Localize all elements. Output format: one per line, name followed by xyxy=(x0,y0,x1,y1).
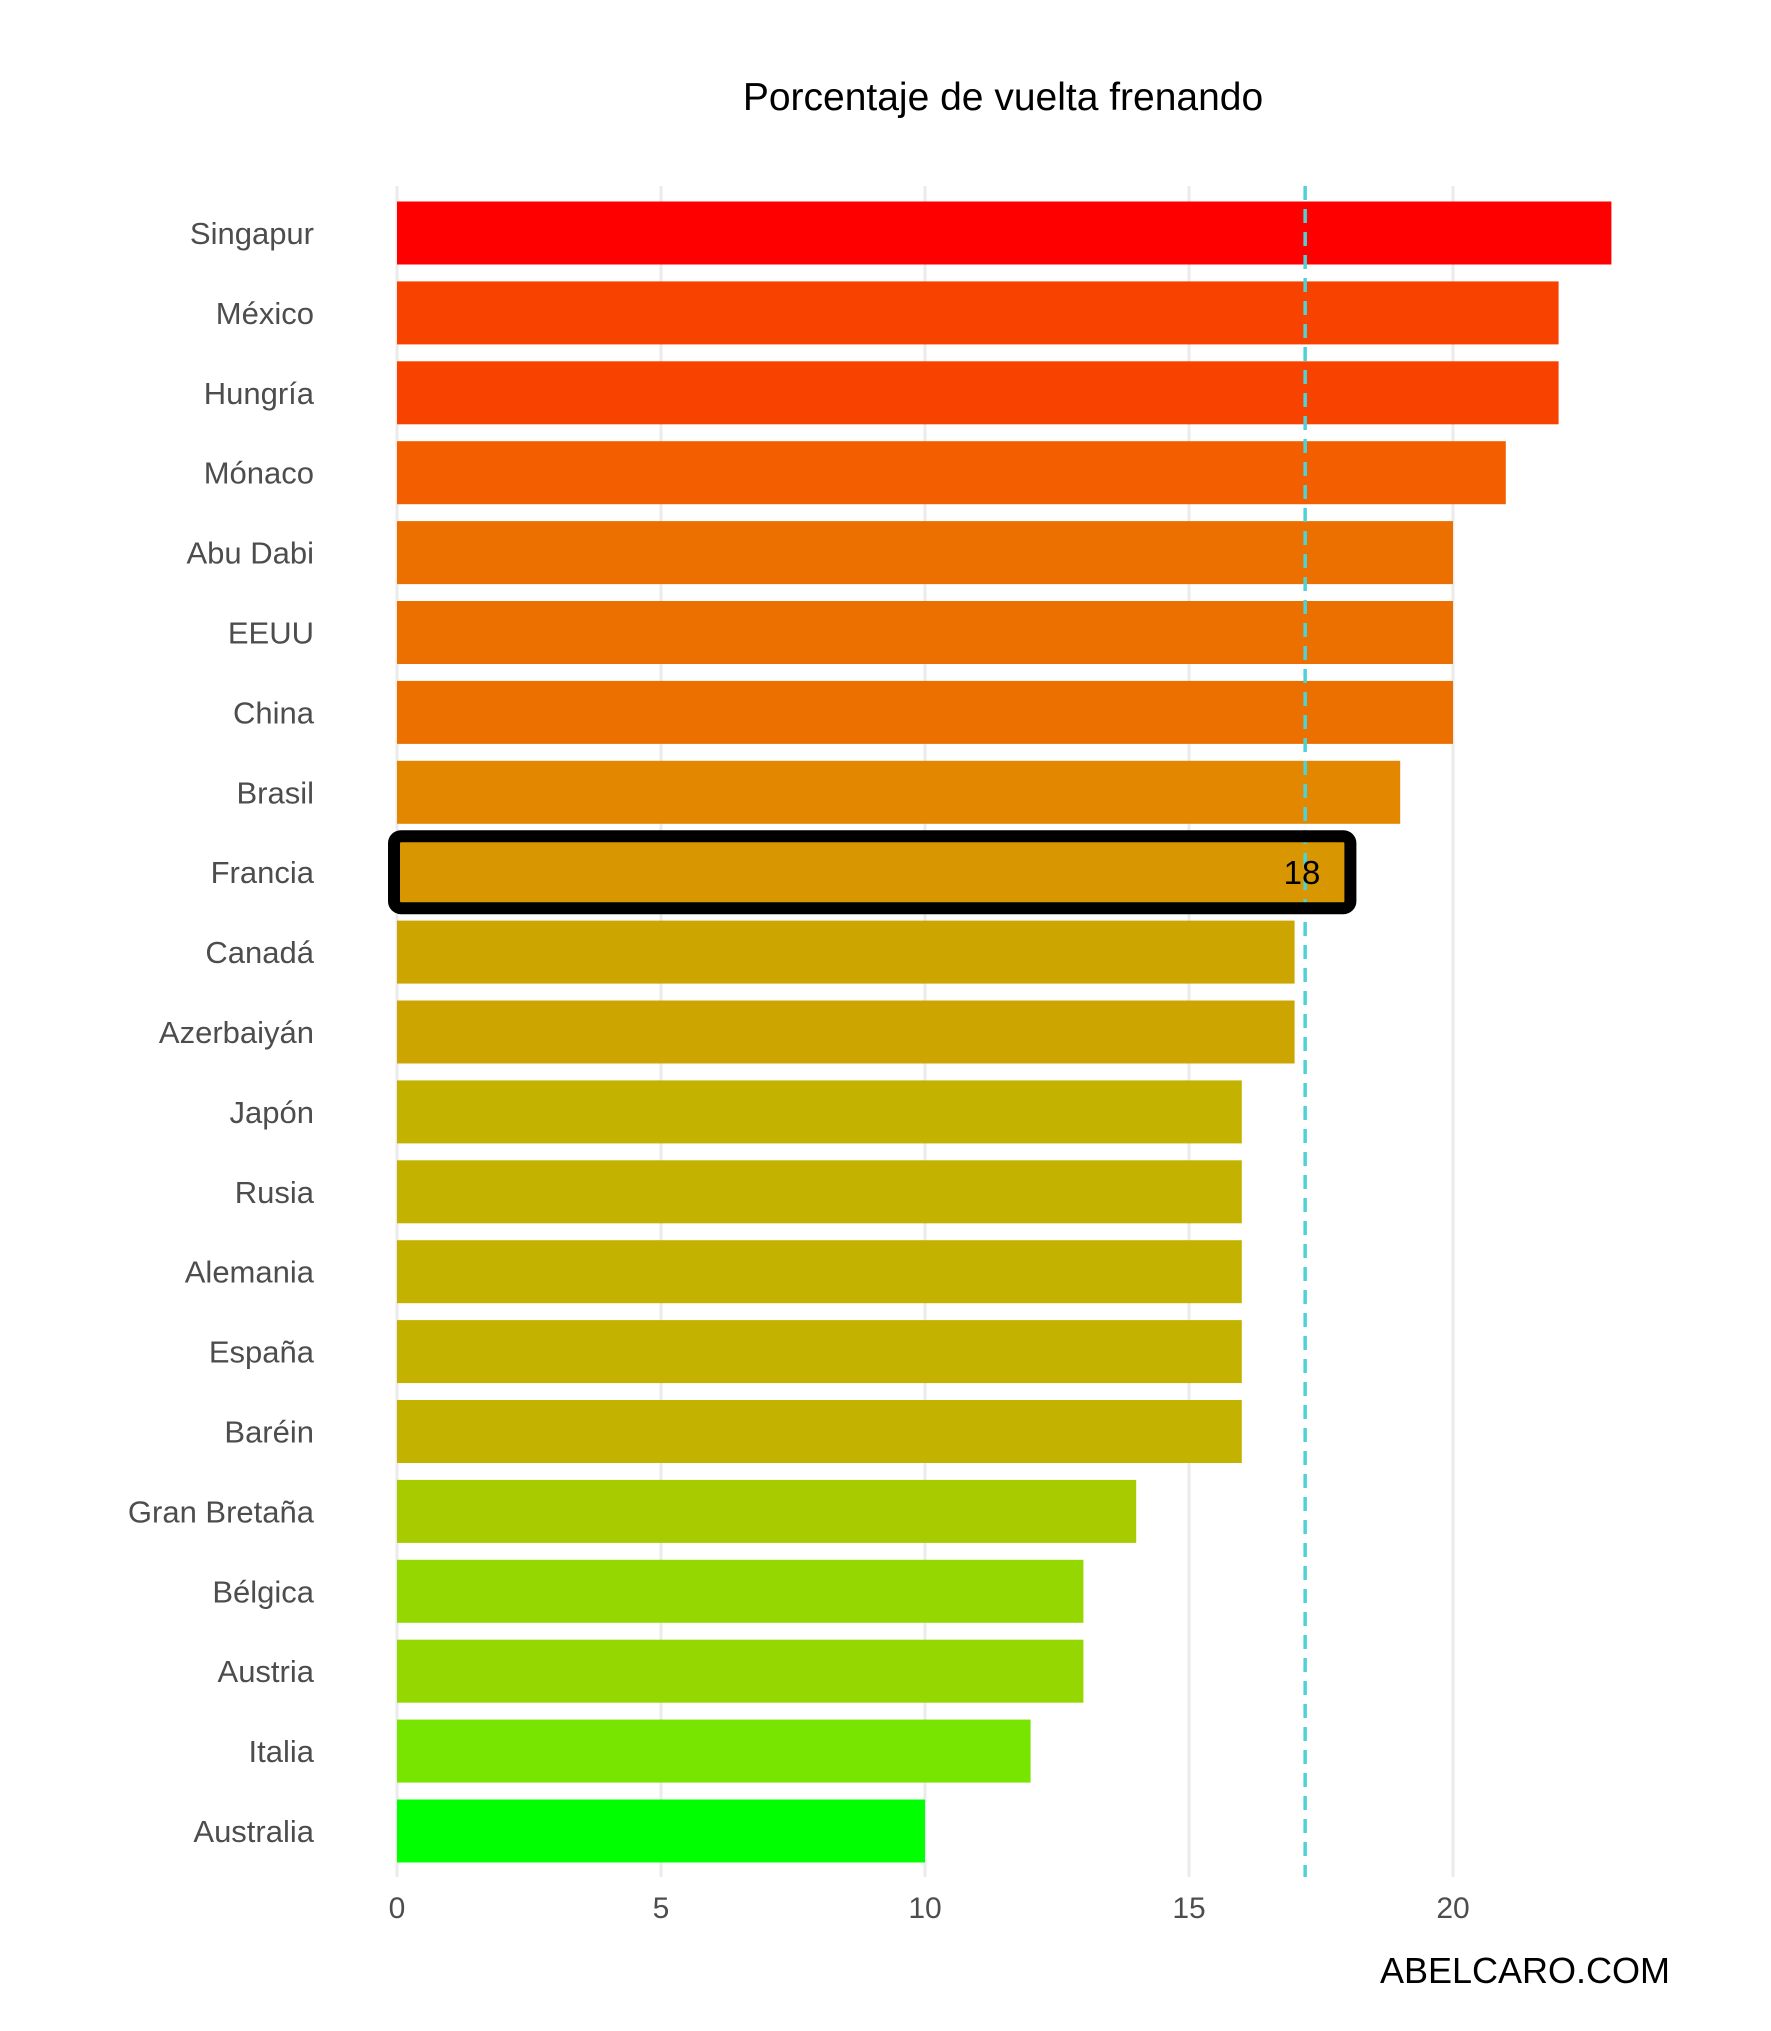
bar xyxy=(397,201,1612,265)
bar xyxy=(397,1719,1031,1783)
highlight-group: 18 xyxy=(388,830,1357,915)
tick-label: 0 xyxy=(389,1892,406,1925)
tick-label: 10 xyxy=(908,1892,941,1925)
category-label: Hungría xyxy=(204,376,315,411)
bar xyxy=(397,1559,1084,1623)
bar xyxy=(397,601,1453,664)
bar xyxy=(397,920,1295,984)
x-axis-ticks: 0 5 10 15 20 xyxy=(389,1892,1470,1925)
category-label: Bélgica xyxy=(212,1574,314,1609)
tick-label: 15 xyxy=(1172,1892,1205,1925)
watermark: ABELCARO.COM xyxy=(1380,1950,1670,1991)
category-label: Baréin xyxy=(224,1415,314,1450)
bars xyxy=(397,201,1612,1863)
bar xyxy=(397,1160,1242,1224)
bar xyxy=(397,281,1559,345)
bar xyxy=(397,1799,925,1863)
category-label: España xyxy=(209,1335,315,1370)
tick-label: 20 xyxy=(1436,1892,1469,1925)
category-label: Brasil xyxy=(236,775,314,810)
category-label: Francia xyxy=(211,855,315,890)
category-label: China xyxy=(233,695,315,730)
tick-label: 5 xyxy=(653,1892,670,1925)
category-label: Singapur xyxy=(190,216,314,251)
chart-title: Porcentaje de vuelta frenando xyxy=(743,76,1263,119)
bar xyxy=(397,680,1453,744)
highlight-outline xyxy=(388,830,1357,915)
bar xyxy=(397,760,1401,824)
category-label: Japón xyxy=(230,1095,314,1130)
category-label: Austria xyxy=(218,1654,315,1689)
category-label: Australia xyxy=(193,1814,314,1849)
category-label: Azerbaiyán xyxy=(159,1015,314,1050)
bar xyxy=(397,1479,1137,1543)
category-label: Alemania xyxy=(185,1255,315,1290)
category-labels: Singapur México Hungría Mónaco Abu Dabi EEUU C… xyxy=(128,216,315,1849)
bar xyxy=(397,1400,1242,1463)
bar xyxy=(397,840,1348,904)
bar xyxy=(397,1080,1242,1144)
category-label: Italia xyxy=(249,1734,315,1769)
bar xyxy=(397,1000,1295,1064)
category-label: México xyxy=(216,296,314,331)
category-label: Rusia xyxy=(235,1175,315,1210)
category-label: Gran Bretaña xyxy=(128,1494,315,1529)
category-label: Abu Dabi xyxy=(186,536,314,571)
bar xyxy=(397,1320,1242,1384)
bar xyxy=(397,1639,1084,1703)
category-label: Canadá xyxy=(205,935,314,970)
bar xyxy=(397,441,1506,505)
bar xyxy=(397,1240,1242,1304)
bar xyxy=(397,521,1453,585)
category-label: EEUU xyxy=(228,616,314,651)
bar xyxy=(397,361,1559,425)
category-label: Mónaco xyxy=(204,456,314,491)
highlight-value-label: 18 xyxy=(1284,854,1321,891)
